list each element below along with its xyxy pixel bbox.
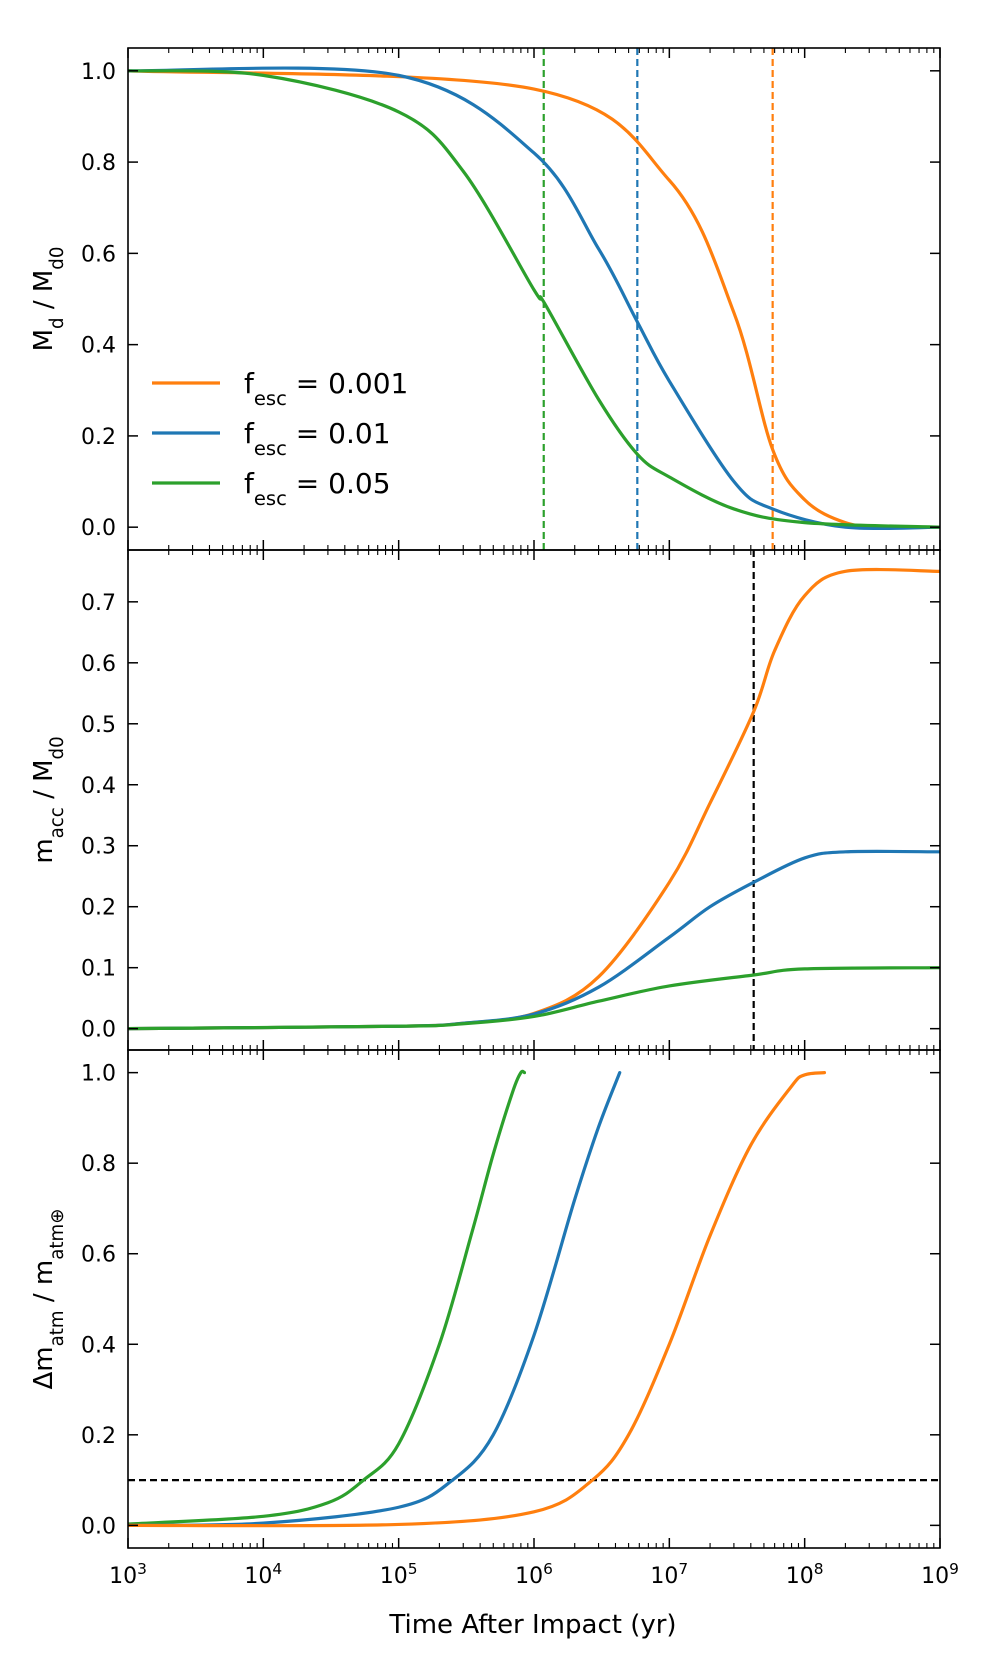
- x-tick-label: 105: [380, 1560, 418, 1589]
- series-line-2: [128, 849, 940, 1031]
- y-tick-label: 0.0: [81, 516, 116, 541]
- y-tick-label: 0.5: [81, 713, 116, 738]
- panels: 0.00.20.40.60.81.0Md / Md00.00.10.20.30.…: [29, 47, 959, 1589]
- y-tick-label: 0.6: [81, 242, 116, 267]
- y-tick-label: 0.7: [81, 591, 116, 616]
- y-tick-label: 1.0: [81, 60, 116, 85]
- y-tick-label: 0.8: [81, 151, 116, 176]
- x-tick-labels: 103 104 105 106 107 108 109: [109, 1560, 959, 1589]
- series-line-3: [128, 966, 940, 1031]
- series-line-1: [128, 69, 940, 530]
- panel-frame: [127, 549, 941, 1051]
- x-tick-label: 103: [109, 1560, 147, 1589]
- legend-label-2: fesc = 0.01: [244, 417, 391, 460]
- y-tick-label: 0.3: [81, 835, 116, 860]
- series-line-2: [128, 1071, 622, 1527]
- x-tick-label: 109: [921, 1560, 959, 1589]
- y-tick-label: 0.0: [81, 1514, 116, 1539]
- legend: fesc = 0.001 fesc = 0.01 fesc = 0.05: [152, 367, 408, 510]
- y-tick-label: 0.2: [81, 1424, 116, 1449]
- y-tick-label: 0.4: [81, 774, 116, 799]
- series-line-3: [128, 1071, 827, 1528]
- y-tick-label: 0.2: [81, 425, 116, 450]
- y-tick-label: 0.4: [81, 1333, 116, 1358]
- x-axis-title: Time After Impact (yr): [388, 1610, 676, 1640]
- y-tick-label: 0.4: [81, 334, 116, 359]
- y-tick-label: 0.2: [81, 896, 116, 921]
- panel-1: 0.0 0.2 0.4 0.6 0.8 1.0 Md / Md0: [29, 47, 941, 551]
- y-axis-title: macc / Md0: [29, 736, 68, 863]
- y-axis-title: Md / Md0: [29, 247, 68, 352]
- legend-label-1: fesc = 0.001: [244, 367, 408, 410]
- y-tick-label: 0.1: [81, 957, 116, 982]
- y-tick-label: 0.6: [81, 1243, 116, 1268]
- y-axis-title: Δmatm / matm⊕: [29, 1209, 68, 1390]
- x-tick-label: 108: [786, 1560, 824, 1589]
- x-tick-label: 107: [650, 1560, 688, 1589]
- panel-3: 0.0 0.2 0.4 0.6 0.8 1.0 Δmatm / matm⊕: [29, 1049, 941, 1549]
- y-tick-label: 1.0: [81, 1062, 116, 1087]
- series-line-3: [128, 69, 940, 529]
- x-tick-label: 104: [244, 1560, 282, 1589]
- series-line-1: [128, 1069, 527, 1526]
- y-tick-label: 0.8: [81, 1152, 116, 1177]
- panel-frame: [127, 1049, 941, 1549]
- y-tick-label: 0.6: [81, 652, 116, 677]
- legend-label-3: fesc = 0.05: [244, 467, 391, 510]
- series-line-1: [128, 567, 940, 1031]
- series-line-2: [128, 66, 940, 531]
- y-tick-label: 0.0: [81, 1018, 116, 1043]
- panel-2: 0.0 0.1 0.2 0.3 0.4 0.5 0.6 0.7 macc / Md0: [29, 549, 941, 1051]
- x-tick-label: 106: [515, 1560, 553, 1589]
